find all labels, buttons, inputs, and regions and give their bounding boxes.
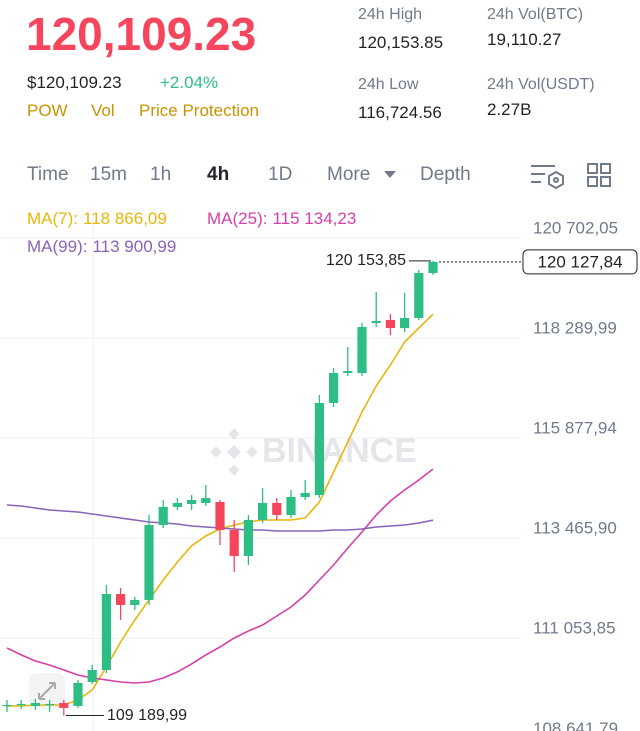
tab[interactable]: 15m <box>90 164 127 185</box>
legend-entry: MA(7): 118 866,09 <box>27 208 167 230</box>
legend-name: MA(99): <box>27 237 88 256</box>
y-tick-label: 118 289,99 <box>533 319 617 338</box>
watermark-logo <box>210 428 258 476</box>
layout-icons <box>384 163 611 190</box>
tab[interactable]: 4h <box>207 164 230 185</box>
dropdown-arrow <box>384 171 396 178</box>
stat-value: 19,110.27 <box>487 30 562 49</box>
candle-body <box>158 506 168 525</box>
tab[interactable]: Depth <box>420 164 471 185</box>
candle-body <box>215 501 225 530</box>
last-price-label: 120 127,84 <box>537 252 622 271</box>
candle-body <box>59 702 69 708</box>
stat-label: 24h Low <box>358 76 419 93</box>
high-label: 120 153,85 <box>326 252 406 269</box>
y-tick-label: 113 465,90 <box>533 519 617 538</box>
candle-body <box>314 402 324 495</box>
candle-body <box>272 502 282 515</box>
candle-body <box>172 502 182 507</box>
ma-line <box>6 468 434 684</box>
stat-value: 120,153.85 <box>358 33 444 52</box>
tag[interactable]: POW <box>27 101 68 120</box>
indicator-icon[interactable] <box>531 165 564 190</box>
stat-value: 116,724.56 <box>358 103 442 122</box>
watermark: BINANCE <box>210 428 417 476</box>
tab[interactable]: Time <box>27 164 69 185</box>
candle-body <box>201 497 211 503</box>
candle-body <box>229 529 239 556</box>
y-tick-label: 120 702,05 <box>533 219 618 238</box>
candle-body <box>400 317 410 329</box>
legend-name: MA(25): <box>207 209 268 228</box>
stat-label: 24h Vol(USDT) <box>487 76 595 93</box>
last-price-box <box>522 249 638 275</box>
y-tick-label: 108 641,79 <box>533 719 618 731</box>
legend-name: MA(7): <box>27 209 78 228</box>
candle-body <box>243 519 253 556</box>
candle-body <box>2 704 12 707</box>
tab[interactable]: 1h <box>150 164 172 185</box>
legend-value: 115 134,23 <box>272 209 357 228</box>
layout-icon[interactable] <box>587 163 611 187</box>
candle-body <box>258 502 268 520</box>
candle-body <box>371 320 381 323</box>
candle-body <box>116 593 126 605</box>
y-tick-label: 115 877,94 <box>533 419 617 438</box>
candle-body <box>343 370 353 374</box>
candle-body <box>428 261 438 274</box>
price-usd: $120,109.23 <box>27 73 122 92</box>
candle-body <box>16 703 26 706</box>
legend-entry: MA(99): 113 900,99 <box>27 236 176 258</box>
low-label: 109 189,99 <box>107 707 187 724</box>
watermark-text: BINANCE <box>262 432 417 470</box>
candle-body <box>385 320 395 329</box>
candle-body <box>414 273 424 318</box>
candle-body <box>329 373 339 403</box>
candle-body <box>130 599 140 605</box>
candle-body <box>101 593 111 670</box>
price: 120,109.23 <box>26 8 257 60</box>
candle-body <box>73 682 83 706</box>
zoom-button[interactable] <box>29 673 65 709</box>
tag[interactable]: Price Protection <box>139 101 259 120</box>
legend-entry: MA(25): 115 134,23 <box>207 208 356 230</box>
y-tick-label: 111 053,85 <box>533 619 616 638</box>
legend-value: 113 900,99 <box>92 237 177 256</box>
candle-body <box>300 492 310 497</box>
tab[interactable]: 1D <box>268 164 293 185</box>
candle-body <box>357 326 367 374</box>
price-change: +2.04% <box>160 73 219 92</box>
candle-body <box>30 702 40 706</box>
stat-label: 24h High <box>358 6 423 23</box>
candle-body <box>45 703 55 706</box>
stat-value: 2.27B <box>487 100 532 119</box>
legend-value: 118 866,09 <box>83 209 167 228</box>
tab[interactable]: More <box>327 164 371 185</box>
stat-label: 24h Vol(BTC) <box>487 6 584 23</box>
tag[interactable]: Vol <box>91 101 115 120</box>
candle-body <box>144 524 154 600</box>
candle-body <box>187 499 197 504</box>
candle-body <box>286 496 296 515</box>
candle-body <box>87 669 97 682</box>
